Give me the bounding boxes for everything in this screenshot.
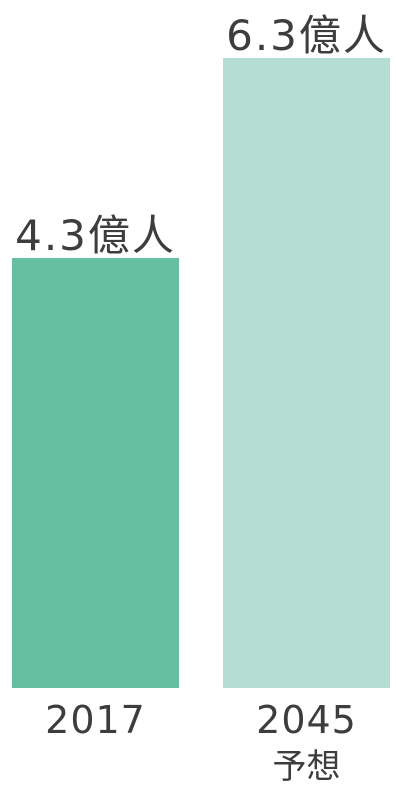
bar-2017 — [12, 258, 179, 688]
category-label-2045: 2045 — [256, 698, 357, 742]
category-sublabel-2045: 予想 — [273, 747, 341, 787]
category-label-2017: 2017 — [45, 698, 146, 742]
bar-2045 — [223, 58, 390, 688]
value-label-2045: 6.3億人 — [226, 11, 387, 60]
bars-group — [12, 58, 390, 688]
value-label-2017: 4.3億人 — [15, 211, 176, 260]
labels-group: 4.3億人 2017 6.3億人 2045 予想 — [15, 11, 387, 787]
